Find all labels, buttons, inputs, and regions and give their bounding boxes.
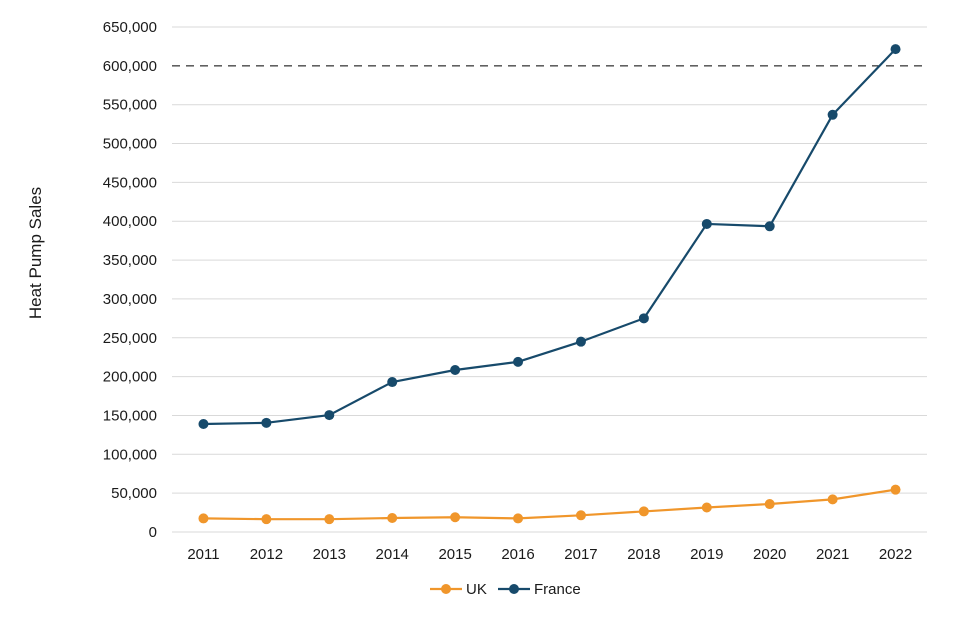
series-line (203, 48, 897, 426)
x-tick-label: 2022 (879, 546, 912, 563)
gridlines (172, 26, 927, 533)
y-tick-label: 650,000 (103, 19, 157, 36)
legend-marker (441, 584, 451, 594)
data-point (261, 514, 272, 525)
series-france (198, 44, 901, 430)
x-tick-label: 2018 (627, 546, 660, 563)
data-point (198, 419, 209, 430)
legend-item-france: France (498, 581, 581, 598)
y-tick-label: 550,000 (103, 97, 157, 114)
y-tick-label: 300,000 (103, 291, 157, 308)
x-tick-label: 2012 (250, 546, 283, 563)
data-point (890, 484, 901, 495)
x-axis-ticks: 2011 2012 2013 2014 2015 2016 2017 2018 2019 2020… (187, 546, 912, 563)
y-tick-label: 150,000 (103, 407, 157, 424)
x-tick-label: 2019 (690, 546, 723, 563)
x-tick-label: 2013 (313, 546, 346, 563)
series-line (203, 488, 896, 521)
y-tick-label: 50,000 (111, 485, 157, 502)
data-point (324, 410, 335, 421)
data-point (513, 356, 524, 367)
legend-label: UK (466, 581, 487, 598)
x-tick-label: 2011 (187, 546, 219, 563)
data-point (387, 513, 398, 524)
y-axis-title: Heat Pump Sales (26, 187, 45, 319)
data-point (261, 417, 272, 428)
data-point (827, 109, 838, 120)
data-point (575, 510, 586, 521)
data-point (764, 499, 775, 510)
legend-marker (509, 584, 519, 594)
y-tick-label: 500,000 (103, 136, 157, 153)
legend-item-uk: UK (430, 581, 487, 598)
y-tick-label: 450,000 (103, 174, 157, 191)
data-point (450, 365, 461, 376)
legend-label: France (534, 581, 581, 598)
y-tick-label: 350,000 (103, 252, 157, 269)
y-axis-ticks: 0 50,000 100,000 150,000 200,000 250,000 300,0… (103, 19, 157, 541)
x-tick-label: 2017 (564, 546, 597, 563)
data-point (638, 506, 649, 517)
data-point (575, 336, 586, 347)
y-tick-label: 100,000 (103, 446, 157, 463)
data-point (198, 513, 209, 524)
x-tick-label: 2015 (438, 546, 471, 563)
series-uk (198, 484, 901, 525)
x-tick-label: 2021 (816, 546, 849, 563)
legend: UK France (430, 581, 581, 598)
data-point (764, 221, 775, 232)
data-point (324, 514, 335, 525)
data-point (513, 513, 524, 524)
data-point (827, 494, 838, 505)
x-tick-label: 2020 (753, 546, 786, 563)
y-tick-label: 400,000 (103, 213, 157, 230)
y-tick-label: 0 (149, 524, 157, 541)
data-point (701, 502, 712, 513)
data-point (890, 44, 901, 55)
data-point (701, 218, 712, 229)
x-tick-label: 2016 (501, 546, 534, 563)
data-point (450, 512, 461, 523)
y-tick-label: 600,000 (103, 58, 157, 75)
data-point (387, 377, 398, 388)
series-lines (198, 44, 901, 525)
y-tick-label: 200,000 (103, 369, 157, 386)
y-tick-label: 250,000 (103, 330, 157, 347)
data-point (638, 313, 649, 324)
x-tick-label: 2014 (376, 546, 409, 563)
